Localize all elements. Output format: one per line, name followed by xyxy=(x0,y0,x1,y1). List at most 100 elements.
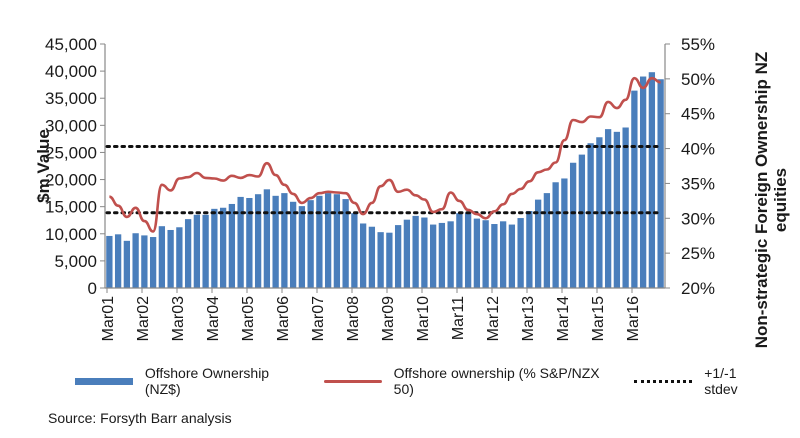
x-tick-label: Mar04 xyxy=(205,296,222,341)
bar xyxy=(587,143,594,288)
bar xyxy=(377,232,384,288)
x-tick-label: Mar09 xyxy=(380,296,397,341)
bar xyxy=(596,137,603,288)
stdev-lines xyxy=(105,144,659,215)
bar xyxy=(123,240,131,288)
bar xyxy=(394,225,402,288)
bar xyxy=(482,220,489,288)
x-tick-label: Mar11 xyxy=(450,296,467,340)
bar xyxy=(289,201,297,288)
bar xyxy=(333,194,341,288)
x-tick-label: Mar03 xyxy=(170,296,187,341)
legend-label-line: Offshore ownership (% S&P/NZX 50) xyxy=(393,365,600,397)
bar xyxy=(141,235,148,288)
x-tick-label: Mar05 xyxy=(240,296,257,341)
right-tick-label: 45% xyxy=(681,105,715,124)
line-swatch-icon xyxy=(323,379,382,383)
legend: Offshore Ownership (NZ$) Offshore owners… xyxy=(75,365,795,397)
bar xyxy=(569,162,577,288)
bar xyxy=(193,214,201,288)
right-tick-label: 20% xyxy=(681,279,715,298)
bar xyxy=(176,227,183,288)
bar xyxy=(316,195,323,288)
bar xyxy=(368,226,376,288)
bar xyxy=(219,207,227,288)
bar xyxy=(184,219,192,288)
x-tick-label: Mar13 xyxy=(520,296,537,341)
bar xyxy=(639,76,647,288)
bar xyxy=(421,217,428,288)
bar xyxy=(412,215,419,288)
x-tick-label: Mar06 xyxy=(275,296,292,341)
right-tick-label: 25% xyxy=(681,244,715,263)
bar xyxy=(438,222,446,288)
bar xyxy=(202,214,209,288)
chart-area: 0 5,000 10,000 15,000 20,000 25,000 30,000 35,0… xyxy=(34,35,790,349)
left-axis-ticks: 0 5,000 10,000 15,000 20,000 25,000 30,000 35,0… xyxy=(45,35,105,298)
x-axis-ticks: Mar01 Mar02 Mar03 Mar04 Mar05 Mar06 Mar07 Mar08… xyxy=(100,288,642,341)
ownership-line xyxy=(109,76,661,233)
bar xyxy=(132,233,139,288)
bar xyxy=(281,193,288,288)
legend-item-line: Offshore ownership (% S&P/NZX 50) xyxy=(323,365,609,397)
left-tick-label: 10,000 xyxy=(45,225,97,244)
bar-swatch-icon xyxy=(75,377,133,385)
bar xyxy=(447,221,454,288)
bar xyxy=(237,196,244,288)
bar xyxy=(622,127,629,288)
bar xyxy=(464,212,472,288)
left-tick-label: 20,000 xyxy=(45,171,97,190)
bar xyxy=(106,235,113,288)
bar xyxy=(657,79,664,289)
legend-item-bars: Offshore Ownership (NZ$) xyxy=(75,365,298,397)
bar xyxy=(263,189,271,288)
x-tick-label: Mar07 xyxy=(310,296,327,341)
bar xyxy=(254,194,262,288)
x-tick-label: Mar10 xyxy=(415,296,432,341)
bar xyxy=(167,229,174,288)
bar xyxy=(246,197,253,288)
left-tick-label: 35,000 xyxy=(45,89,97,108)
bar xyxy=(456,213,463,288)
left-tick-label: 0 xyxy=(88,279,97,298)
bar xyxy=(149,237,157,288)
right-tick-label: 40% xyxy=(681,140,715,159)
bar xyxy=(648,72,656,288)
left-tick-label: 40,000 xyxy=(45,62,97,81)
right-tick-label: 35% xyxy=(681,174,715,193)
bar xyxy=(578,154,586,288)
bar xyxy=(298,206,306,288)
legend-label-bars: Offshore Ownership (NZ$) xyxy=(144,365,270,397)
left-tick-label: 25,000 xyxy=(45,143,97,162)
left-tick-label: 30,000 xyxy=(45,116,97,135)
bar xyxy=(403,219,411,288)
bar xyxy=(386,232,393,288)
bar xyxy=(114,234,122,288)
right-axis-ticks: 20% 25% 30% 35% 40% 45% 50% 55% xyxy=(665,35,715,298)
ownership-line-series xyxy=(109,76,661,233)
legend-item-stdev: +1/-1 stdev xyxy=(634,365,769,397)
left-axis-title: $m Value xyxy=(34,129,53,203)
bars-series xyxy=(106,72,664,289)
source-note: Source: Forsyth Barr analysis xyxy=(48,410,232,426)
x-tick-label: Mar02 xyxy=(135,296,152,341)
right-axis-title: Non-strategic Foreign Ownership NZequiti… xyxy=(752,52,790,349)
x-tick-label: Mar15 xyxy=(590,296,607,341)
bar xyxy=(351,213,358,288)
bar xyxy=(473,218,481,288)
bar xyxy=(631,90,638,288)
bar xyxy=(561,178,568,288)
bar xyxy=(526,211,533,288)
dotted-swatch-icon xyxy=(634,379,693,383)
bar xyxy=(508,224,516,288)
bar xyxy=(604,129,612,288)
x-tick-label: Mar08 xyxy=(345,296,362,341)
bar xyxy=(272,195,279,288)
left-tick-label: 15,000 xyxy=(45,198,97,217)
bar xyxy=(429,224,437,288)
bar xyxy=(517,218,524,288)
x-tick-label: Mar12 xyxy=(485,296,502,341)
bar xyxy=(307,200,314,288)
x-tick-label: Mar14 xyxy=(555,296,572,341)
x-tick-label: Mar01 xyxy=(100,296,117,341)
